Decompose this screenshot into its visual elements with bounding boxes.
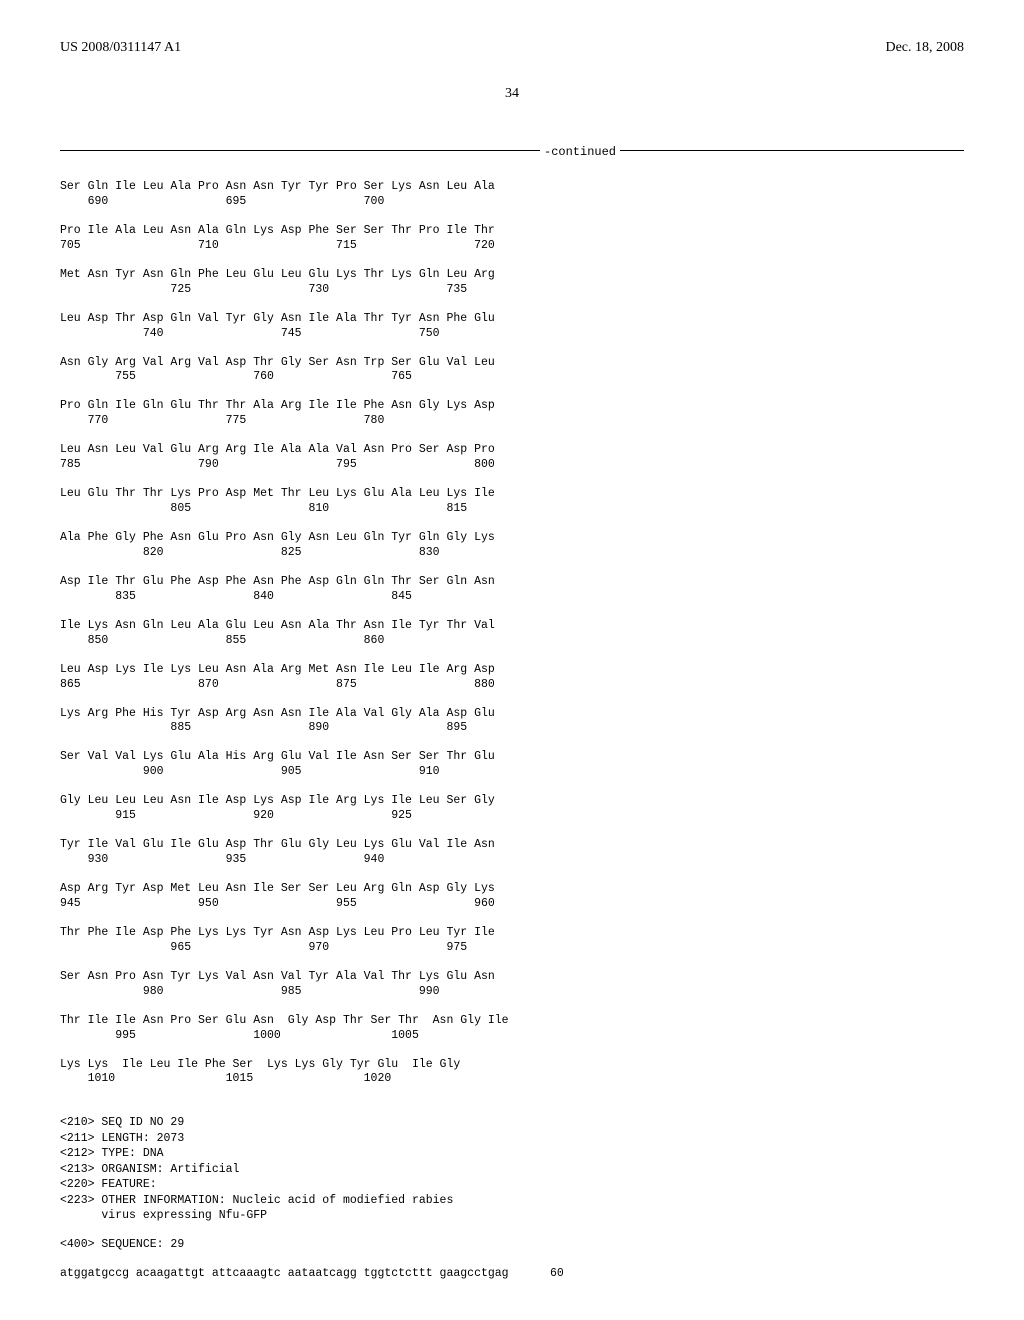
nucleotide-seq: atggatgccg acaagattgt attcaaagtc aataatc… xyxy=(60,1267,509,1280)
sequence-row: Lys Arg Phe His Tyr Asp Arg Asn Asn Ile … xyxy=(60,707,964,737)
patent-number: US 2008/0311147 A1 xyxy=(60,40,181,56)
sequence-row: Asn Gly Arg Val Arg Val Asp Thr Gly Ser … xyxy=(60,356,964,386)
continued-divider: -continued xyxy=(60,142,964,160)
sequence-row: Asp Arg Tyr Asp Met Leu Asn Ile Ser Ser … xyxy=(60,882,964,912)
sequence-row: Gly Leu Leu Leu Asn Ile Asp Lys Asp Ile … xyxy=(60,794,964,824)
sequence-row: Met Asn Tyr Asn Gln Phe Leu Glu Leu Glu … xyxy=(60,268,964,298)
sequence-row: Leu Asp Thr Asp Gln Val Tyr Gly Asn Ile … xyxy=(60,312,964,342)
sequence-row: Thr Ile Ile Asn Pro Ser Glu Asn Gly Asp … xyxy=(60,1014,964,1044)
sequence-row: Asp Ile Thr Glu Phe Asp Phe Asn Phe Asp … xyxy=(60,575,964,605)
sequence-row: Leu Glu Thr Thr Lys Pro Asp Met Thr Leu … xyxy=(60,487,964,517)
sequence-400-label: <400> SEQUENCE: 29 xyxy=(60,1238,964,1253)
nucleotide-row: atggatgccg acaagattgt attcaaagtc aataatc… xyxy=(60,1267,964,1280)
page-number: 34 xyxy=(60,86,964,102)
sequence-row: Ser Asn Pro Asn Tyr Lys Val Asn Val Tyr … xyxy=(60,970,964,1000)
sequence-row: Leu Asn Leu Val Glu Arg Arg Ile Ala Ala … xyxy=(60,443,964,473)
sequence-row: Thr Phe Ile Asp Phe Lys Lys Tyr Asn Asp … xyxy=(60,926,964,956)
divider-line xyxy=(60,150,964,151)
sequence-row: Ile Lys Asn Gln Leu Ala Glu Leu Asn Ala … xyxy=(60,619,964,649)
sequence-listing: Ser Gln Ile Leu Ala Pro Asn Asn Tyr Tyr … xyxy=(60,180,964,1101)
sequence-row: Tyr Ile Val Glu Ile Glu Asp Thr Glu Gly … xyxy=(60,838,964,868)
sequence-metadata: <210> SEQ ID NO 29 <211> LENGTH: 2073 <2… xyxy=(60,1115,964,1224)
sequence-row: Ala Phe Gly Phe Asn Glu Pro Asn Gly Asn … xyxy=(60,531,964,561)
sequence-row: Leu Asp Lys Ile Lys Leu Asn Ala Arg Met … xyxy=(60,663,964,693)
sequence-row: Ser Val Val Lys Glu Ala His Arg Glu Val … xyxy=(60,750,964,780)
sequence-row: Ser Gln Ile Leu Ala Pro Asn Asn Tyr Tyr … xyxy=(60,180,964,210)
nucleotide-pos: 60 xyxy=(550,1267,564,1280)
continued-label: -continued xyxy=(540,145,620,159)
patent-date: Dec. 18, 2008 xyxy=(885,40,964,56)
sequence-row: Pro Ile Ala Leu Asn Ala Gln Lys Asp Phe … xyxy=(60,224,964,254)
sequence-row: Lys Lys Ile Leu Ile Phe Ser Lys Lys Gly … xyxy=(60,1058,964,1088)
page-header: US 2008/0311147 A1 Dec. 18, 2008 xyxy=(60,40,964,56)
sequence-row: Pro Gln Ile Gln Glu Thr Thr Ala Arg Ile … xyxy=(60,399,964,429)
